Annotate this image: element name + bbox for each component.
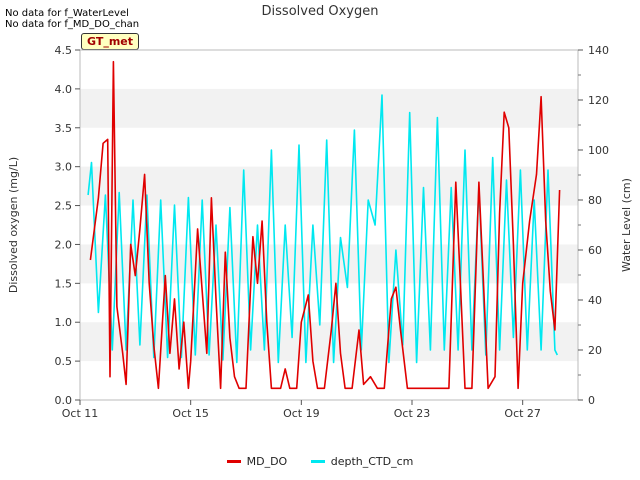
series-layer xyxy=(87,60,561,390)
y-tick-label: 3.5 xyxy=(55,122,73,135)
y-axis-ticks: 0.0 0.5 1.0 1.5 2.0 2.5 3.0 3.5 4.0 4.5 xyxy=(55,44,80,407)
x-axis-ticks: Oct 11 Oct 15 Oct 19 Oct 23 Oct 27 xyxy=(62,400,541,420)
y-tick-label: 4.0 xyxy=(55,83,73,96)
x-tick-label: Oct 15 xyxy=(172,407,209,420)
y-tick-label: 4.5 xyxy=(55,44,73,57)
legend-item-depth: depth_CTD_cm xyxy=(310,455,414,468)
y2-tick-label: 0 xyxy=(588,394,595,407)
y2-axis-ticks: 0 20 40 60 80 100 120 140 xyxy=(578,44,609,407)
y-tick-label: 0.5 xyxy=(55,355,73,368)
x-tick-label: Oct 19 xyxy=(283,407,320,420)
gt-met-badge: GT_met xyxy=(81,33,140,50)
series-line-md-do xyxy=(89,60,561,390)
legend-swatch-md-do xyxy=(226,460,241,463)
y2-tick-label: 120 xyxy=(588,94,609,107)
y2-tick-label: 40 xyxy=(588,294,602,307)
y2-tick-label: 20 xyxy=(588,344,602,357)
y-tick-label: 0.0 xyxy=(55,394,73,407)
y-tick-label: 1.5 xyxy=(55,277,73,290)
y2-tick-label: 60 xyxy=(588,244,602,257)
grid-band xyxy=(80,88,578,128)
legend-label-depth: depth_CTD_cm xyxy=(330,455,414,468)
chart-title: Dissolved Oxygen xyxy=(261,4,379,19)
x-tick-label: Oct 23 xyxy=(394,407,431,420)
y-tick-label: 3.0 xyxy=(55,161,73,174)
x-tick-label: Oct 27 xyxy=(504,407,541,420)
legend-swatch-depth xyxy=(310,460,325,463)
legend-item-md-do: MD_DO xyxy=(226,455,288,468)
y-tick-label: 1.0 xyxy=(55,316,73,329)
y2-tick-label: 100 xyxy=(588,144,609,157)
y-tick-label: 2.5 xyxy=(55,200,73,213)
no-data-note-do-chan: No data for f_MD_DO_chan xyxy=(5,19,140,30)
no-data-note-water-level: No data for f_WaterLevel xyxy=(5,8,129,19)
legend: MD_DO depth_CTD_cm xyxy=(0,453,640,468)
x-tick-label: Oct 11 xyxy=(62,407,99,420)
legend-label-md-do: MD_DO xyxy=(246,455,288,468)
y2-tick-label: 80 xyxy=(588,194,602,207)
y2-tick-label: 140 xyxy=(588,44,609,57)
y-axis-label: Dissolved oxygen (mg/L) xyxy=(7,157,20,293)
y-tick-label: 2.0 xyxy=(55,238,73,251)
y2-axis-label: Water Level (cm) xyxy=(620,178,633,272)
